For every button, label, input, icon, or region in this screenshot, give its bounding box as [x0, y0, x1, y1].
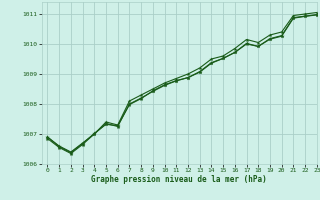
- X-axis label: Graphe pression niveau de la mer (hPa): Graphe pression niveau de la mer (hPa): [91, 175, 267, 184]
